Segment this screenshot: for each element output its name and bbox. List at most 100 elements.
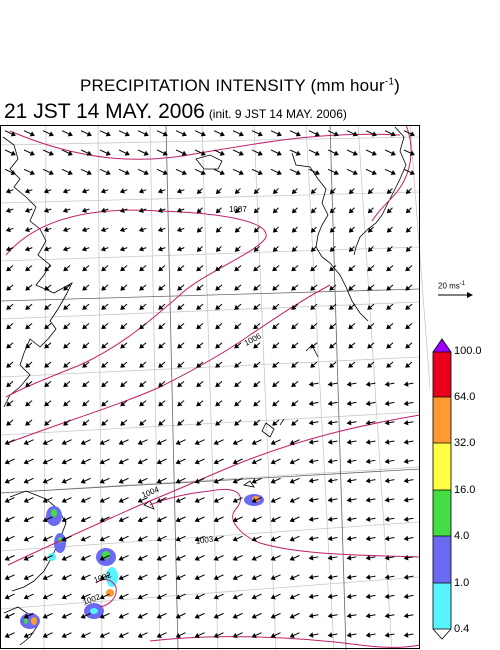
wind-arrowhead bbox=[234, 285, 240, 291]
wind-arrowhead bbox=[386, 246, 392, 252]
wind-arrowhead bbox=[386, 324, 392, 330]
wind-arrowhead bbox=[234, 208, 240, 214]
wind-arrowhead bbox=[81, 207, 87, 213]
wind-arrowhead bbox=[367, 304, 373, 310]
wind-scale-label: 20 ms-1 bbox=[438, 281, 465, 291]
wind-arrowhead bbox=[6, 420, 12, 426]
wind-arrowhead bbox=[61, 536, 67, 542]
wind-arrowhead bbox=[138, 226, 144, 233]
wind-arrowhead bbox=[181, 131, 187, 137]
wind-arrowhead bbox=[251, 478, 257, 484]
wind-arrowhead bbox=[270, 575, 276, 581]
wind-arrowhead bbox=[270, 439, 276, 445]
wind-arrowhead bbox=[314, 131, 320, 137]
wind-arrowhead bbox=[101, 343, 107, 349]
wind-arrowhead bbox=[251, 536, 257, 542]
wind-arrowhead bbox=[272, 343, 278, 349]
wind-arrowhead bbox=[215, 227, 221, 233]
wind-arrowhead bbox=[6, 362, 12, 368]
wind-arrowhead bbox=[234, 246, 240, 252]
wind-arrowhead bbox=[4, 459, 10, 465]
wind-arrowhead bbox=[215, 208, 221, 214]
wind-arrowhead bbox=[310, 343, 316, 349]
wind-arrowhead bbox=[175, 555, 181, 561]
coastlines bbox=[2, 126, 407, 646]
wind-arrowhead bbox=[156, 517, 162, 523]
wind-arrowhead bbox=[118, 536, 124, 542]
wind-arrowhead bbox=[137, 459, 143, 465]
wind-arrowhead bbox=[310, 362, 316, 368]
wind-arrowhead bbox=[215, 324, 221, 330]
wind-arrowhead bbox=[82, 285, 88, 291]
wind-arrowhead bbox=[232, 575, 238, 581]
wind-arrowhead bbox=[327, 574, 333, 580]
wind-arrowhead bbox=[10, 131, 16, 137]
wind-arrowhead bbox=[25, 362, 31, 368]
wind-scale-arrow-icon bbox=[438, 292, 473, 298]
wind-arrowhead bbox=[82, 343, 88, 349]
isobar bbox=[149, 636, 421, 648]
wind-arrowhead bbox=[158, 401, 164, 407]
wind-arrowhead bbox=[162, 169, 168, 175]
wind-arrowhead bbox=[10, 169, 16, 175]
wind-arrowhead bbox=[175, 632, 181, 638]
wind-arrowhead bbox=[367, 188, 373, 195]
wind-arrowhead bbox=[403, 477, 409, 484]
wind-arrowhead bbox=[120, 362, 126, 368]
wind-arrowhead bbox=[272, 304, 278, 310]
wind-arrowhead bbox=[308, 381, 314, 387]
wind-arrowhead bbox=[291, 304, 297, 310]
wind-arrowhead bbox=[29, 169, 35, 175]
wind-arrowhead bbox=[333, 150, 339, 156]
wind-arrowhead bbox=[257, 131, 263, 137]
wind-arrowhead bbox=[99, 439, 105, 445]
colorbar-top-triangle bbox=[433, 339, 451, 352]
wind-arrowhead bbox=[139, 304, 145, 310]
wind-arrowhead bbox=[61, 632, 67, 638]
wind-arrowhead bbox=[251, 459, 257, 465]
wind-arrowhead bbox=[137, 575, 143, 581]
wind-arrowhead bbox=[120, 285, 126, 291]
wind-arrowhead bbox=[365, 555, 371, 561]
wind-arrowhead bbox=[196, 227, 202, 233]
wind-arrowhead bbox=[270, 497, 276, 503]
wind-arrowhead bbox=[25, 304, 31, 310]
title-text: PRECIPITATION INTENSITY (mm hour bbox=[79, 76, 385, 95]
wind-arrowhead bbox=[352, 150, 358, 156]
wind-arrowhead bbox=[405, 227, 411, 233]
wind-arrowhead bbox=[219, 131, 225, 137]
map-frame bbox=[0, 125, 420, 649]
wind-arrowhead bbox=[81, 246, 87, 252]
wind-arrowhead bbox=[310, 227, 316, 233]
wind-arrowhead bbox=[308, 497, 314, 503]
wind-arrowhead bbox=[194, 439, 200, 445]
wind-arrowhead bbox=[6, 266, 12, 272]
wind-arrowhead bbox=[194, 478, 200, 484]
valid-time: 21 JST 14 MAY. 2006 bbox=[4, 100, 205, 123]
wind-arrowhead bbox=[101, 285, 107, 291]
isobar bbox=[9, 130, 401, 160]
wind-arrowhead bbox=[99, 497, 105, 503]
wind-arrowhead bbox=[86, 169, 92, 175]
wind-arrowhead bbox=[232, 613, 238, 619]
wind-arrowhead bbox=[405, 208, 411, 214]
wind-arrowhead bbox=[270, 613, 276, 619]
wind-arrowhead bbox=[365, 497, 371, 503]
wind-arrowhead bbox=[213, 555, 219, 561]
wind-arrowhead bbox=[367, 266, 373, 272]
wind-arrowhead bbox=[105, 169, 111, 175]
wind-arrowhead bbox=[346, 400, 352, 407]
wind-arrowhead bbox=[124, 131, 130, 137]
wind-arrowhead bbox=[42, 632, 48, 638]
wind-arrowhead bbox=[346, 516, 352, 522]
wind-arrowhead bbox=[291, 382, 297, 388]
wind-arrowhead bbox=[213, 478, 219, 484]
wind-arrowhead bbox=[80, 613, 86, 619]
wind-arrowhead bbox=[119, 246, 125, 252]
wind-arrowhead bbox=[137, 594, 143, 600]
wind-arrowhead bbox=[329, 285, 335, 291]
wind-arrowhead bbox=[4, 555, 10, 561]
wind-arrowhead bbox=[346, 593, 352, 600]
wind-arrowhead bbox=[138, 246, 144, 252]
wind-arrowhead bbox=[346, 419, 352, 426]
